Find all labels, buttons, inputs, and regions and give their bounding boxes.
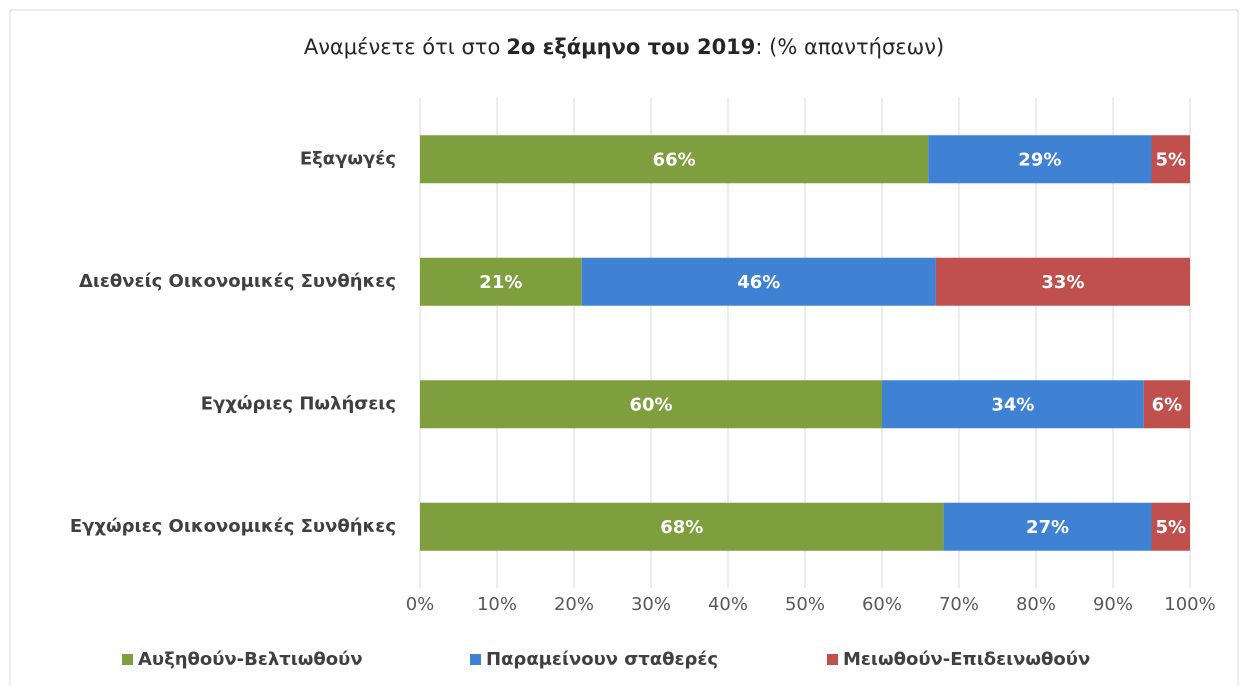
- data-label: 34%: [991, 394, 1034, 415]
- data-label: 60%: [629, 394, 672, 415]
- x-tick-label: 90%: [1093, 594, 1133, 615]
- bar-segment: [1151, 135, 1190, 184]
- legend-swatch: [470, 654, 481, 665]
- x-tick-label: 50%: [785, 594, 825, 615]
- bar-segment: [420, 502, 944, 551]
- x-tick-label: 30%: [631, 594, 671, 615]
- x-tick-label: 80%: [1016, 594, 1056, 615]
- data-label: 46%: [737, 272, 780, 293]
- y-tick-label: Διεθνείς Οικονομικές Συνθήκες: [79, 271, 396, 292]
- legend-label: Παραμείνουν σταθερές: [486, 649, 718, 670]
- data-label: 5%: [1155, 149, 1186, 170]
- data-label: 66%: [653, 149, 696, 170]
- y-tick-label: Εγχώριες Οικονομικές Συνθήκες: [70, 516, 396, 537]
- bar-segment: [928, 135, 1152, 184]
- data-label: 6%: [1152, 394, 1183, 415]
- x-tick-label: 40%: [708, 594, 748, 615]
- title-part: : (% απαντήσεων): [755, 35, 944, 59]
- data-label: 27%: [1026, 517, 1069, 538]
- bar-segment: [1143, 380, 1190, 429]
- title-part: Αναμένετε ότι στο: [304, 35, 500, 59]
- bar-segment: [882, 380, 1144, 429]
- legend-label: Μειωθούν-Επιδεινωθούν: [843, 649, 1090, 670]
- data-label: 33%: [1041, 272, 1084, 293]
- x-tick-label: 70%: [939, 594, 979, 615]
- bar-segment: [581, 257, 936, 306]
- data-label: 68%: [660, 517, 703, 538]
- title-bold: 2ο εξάμηνο του 2019: [506, 35, 755, 59]
- x-tick-label: 60%: [862, 594, 902, 615]
- x-tick-label: 100%: [1164, 594, 1215, 615]
- legend-swatch: [122, 654, 133, 665]
- legend-label: Αυξηθούν-Βελτιωθούν: [138, 649, 363, 670]
- bar-segment: [1151, 502, 1190, 551]
- y-tick-label: Εγχώριες Πωλήσεις: [201, 393, 396, 414]
- x-tick-label: 20%: [554, 594, 594, 615]
- bar-segment: [935, 257, 1190, 306]
- legend-swatch: [827, 654, 838, 665]
- chart-border: [9, 9, 1239, 686]
- bar-segment: [420, 135, 929, 184]
- x-tick-label: 0%: [406, 594, 435, 615]
- data-label: 21%: [479, 272, 522, 293]
- x-tick-label: 10%: [477, 594, 517, 615]
- bar-segment: [420, 380, 882, 429]
- y-tick-label: Εξαγωγές: [300, 148, 396, 169]
- data-label: 5%: [1155, 517, 1186, 538]
- bar-segment: [943, 502, 1152, 551]
- data-label: 29%: [1018, 149, 1061, 170]
- bar-segment: [420, 257, 582, 306]
- chart-title: Αναμένετε ότι στο 2ο εξάμηνο του 2019: (%…: [304, 35, 944, 59]
